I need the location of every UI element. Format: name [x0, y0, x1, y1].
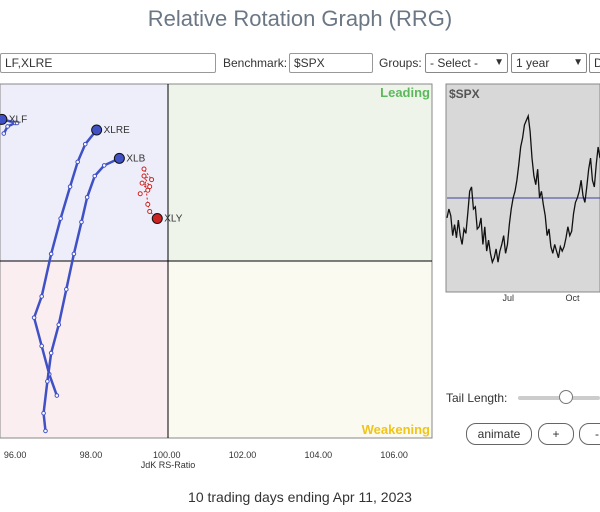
benchmark-chart-title: $SPX — [449, 87, 480, 101]
groups-select[interactable]: - Select - ▼ — [425, 53, 508, 73]
groups-label: Groups: — [379, 56, 422, 70]
tail-point — [147, 208, 153, 214]
tail-point — [139, 180, 145, 186]
tail-point — [75, 159, 80, 165]
tail-point — [137, 191, 143, 197]
benchmark-chart — [446, 113, 600, 265]
tail-point — [141, 173, 147, 179]
rrg-chart-area: Leading Weakening 96.00 98.00 100.00 102.00… — [0, 83, 600, 470]
tail-point — [54, 393, 60, 398]
page-title: Relative Rotation Graph (RRG) — [147, 6, 453, 31]
x-tick-label: 104.00 — [305, 450, 333, 460]
tail-point — [92, 173, 98, 179]
tail-point — [39, 343, 44, 349]
tail-point — [58, 216, 63, 221]
benchmark-x-tick-label: Jul — [502, 293, 514, 303]
quadrant-leading — [168, 84, 432, 261]
tail-line-xly — [139, 167, 158, 219]
tail-point — [71, 251, 77, 257]
rrg-tails: XLF XLRE XLB XLY — [0, 113, 183, 434]
extra-select[interactable]: D — [589, 53, 600, 73]
tail-length-slider-handle[interactable] — [558, 390, 573, 404]
tail-point — [48, 350, 54, 356]
tail-length-label: Tail Length: — [446, 391, 508, 405]
chevron-down-icon: ▼ — [494, 57, 504, 68]
series-label: XLY — [164, 214, 182, 225]
tail-point — [145, 201, 151, 207]
tail-point — [39, 294, 44, 299]
period-select[interactable]: 1 year ▼ — [511, 53, 587, 73]
series-label: XLRE — [104, 125, 130, 136]
benchmark-price-line — [446, 113, 600, 265]
head-point-xlb[interactable] — [113, 152, 125, 164]
head-point-xly[interactable] — [151, 213, 163, 225]
symbols-input[interactable]: LF,XLRE — [0, 53, 216, 73]
chevron-down-icon: ▼ — [573, 57, 583, 68]
benchmark-label: Benchmark: — [223, 56, 288, 70]
head-point-xlre[interactable] — [91, 124, 103, 136]
tail-point — [79, 219, 84, 225]
quadrant-lagging — [0, 261, 168, 438]
tail-point — [67, 184, 73, 189]
extra-select-value: D — [594, 56, 600, 70]
tail-point — [43, 428, 48, 434]
tail-line-xlb — [42, 157, 120, 432]
benchmark-x-tick-label: Oct — [565, 293, 580, 303]
tail-point — [41, 410, 46, 416]
x-tick-label: 98.00 — [80, 450, 103, 460]
tail-point — [64, 287, 69, 292]
benchmark-input[interactable]: $SPX — [289, 53, 373, 73]
tail-point — [147, 184, 153, 190]
benchmark-x-ticks: Jul Oct — [502, 293, 580, 303]
tail-point — [84, 194, 90, 200]
tail-point — [5, 124, 10, 129]
weakening-label: Weakening — [362, 422, 430, 437]
tail-point — [149, 177, 155, 183]
head-point-xlf[interactable] — [0, 113, 8, 125]
x-tick-label: 106.00 — [380, 450, 408, 460]
tail-point — [56, 322, 62, 328]
x-tick-label: 100.00 — [153, 450, 181, 460]
groups-select-value: - Select - — [430, 56, 479, 70]
tail-point — [14, 120, 20, 126]
benchmark-chart-frame — [445, 83, 600, 293]
tail-point — [45, 379, 50, 384]
leading-label: Leading — [380, 85, 430, 100]
date-range-caption: 10 trading days ending Apr 11, 2023 — [188, 489, 412, 505]
animate-button[interactable]: animate — [466, 423, 532, 445]
tail-point — [31, 315, 37, 320]
quadrant-weakening — [168, 261, 432, 438]
decrease-button[interactable]: - — [579, 423, 600, 445]
x-tick-label: 102.00 — [229, 450, 257, 460]
increase-button[interactable]: + — [538, 423, 574, 445]
series-label: XLF — [9, 114, 27, 125]
period-select-value: 1 year — [516, 56, 550, 70]
x-axis-ticks: 96.00 98.00 100.00 102.00 104.00 106.00 — [4, 450, 408, 460]
x-axis-label: JdK RS-Ratio — [141, 460, 196, 470]
tail-point — [82, 141, 88, 147]
x-tick-label: 96.00 — [4, 450, 27, 460]
tail-point — [141, 166, 147, 172]
tail-point — [1, 131, 7, 136]
quadrant-improving — [0, 84, 168, 261]
tail-point — [48, 251, 54, 257]
tail-point — [101, 163, 107, 168]
series-label: XLB — [126, 153, 145, 164]
